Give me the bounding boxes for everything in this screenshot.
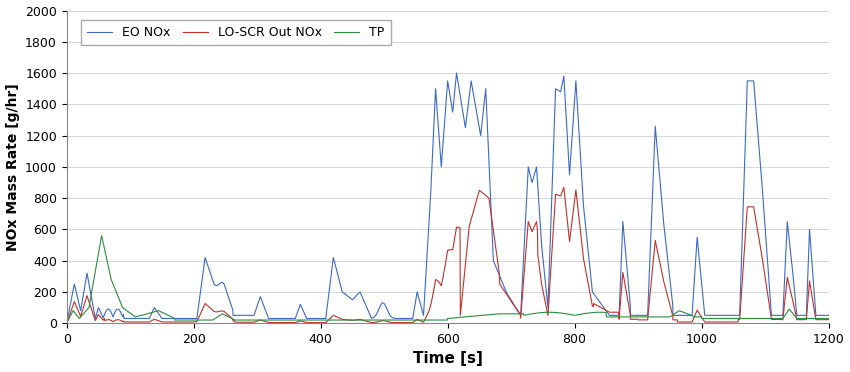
TP [614, 315, 624, 319]
TP [604, 315, 614, 319]
LO-SCR Out NOx [604, 309, 614, 314]
TP [61, 321, 71, 326]
X-axis label: Time [s]: Time [s] [413, 352, 483, 366]
TP [699, 316, 709, 321]
TP [97, 233, 107, 238]
EO NOx [342, 294, 352, 298]
LO-SCR Out NOx [342, 318, 352, 322]
LO-SCR Out NOx [824, 317, 834, 322]
Y-axis label: NOx Mass Rate [g/hr]: NOx Mass Rate [g/hr] [6, 83, 20, 251]
TP [343, 318, 353, 322]
LO-SCR Out NOx [699, 318, 709, 322]
Legend: EO NOx, LO-SCR Out NOx, TP: EO NOx, LO-SCR Out NOx, TP [81, 20, 391, 45]
EO NOx [614, 313, 624, 318]
EO NOx [604, 311, 614, 316]
Line: LO-SCR Out NOx: LO-SCR Out NOx [66, 187, 829, 323]
EO NOx [326, 273, 337, 278]
EO NOx [824, 313, 834, 318]
TP [128, 313, 138, 317]
TP [326, 318, 337, 322]
EO NOx [128, 316, 138, 321]
EO NOx [61, 321, 71, 326]
EO NOx [451, 71, 462, 75]
LO-SCR Out NOx [614, 310, 624, 314]
Line: TP: TP [66, 235, 829, 323]
LO-SCR Out NOx [326, 315, 337, 320]
LO-SCR Out NOx [558, 185, 569, 190]
LO-SCR Out NOx [61, 321, 71, 326]
EO NOx [699, 300, 709, 305]
LO-SCR Out NOx [128, 320, 138, 324]
Line: EO NOx: EO NOx [66, 73, 829, 323]
TP [824, 316, 834, 321]
